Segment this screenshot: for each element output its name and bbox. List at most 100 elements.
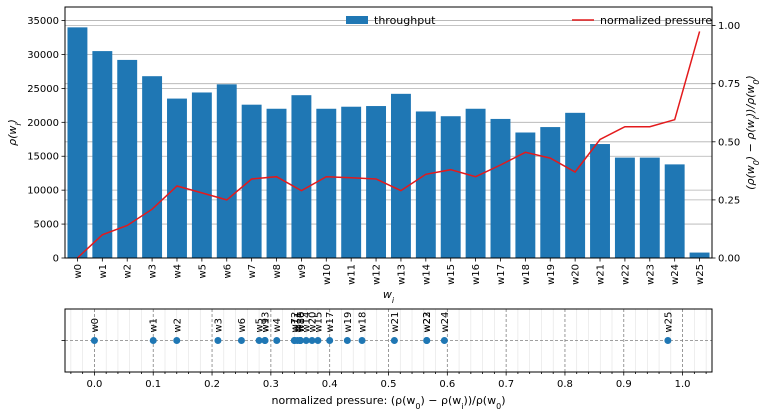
y-tick-label: 5000 xyxy=(34,220,59,231)
x-tick-label: w0 xyxy=(73,264,84,279)
x-tick-label: 1.0 xyxy=(675,379,691,390)
x-tick-label: w4 xyxy=(172,264,183,279)
x-tick-label: 0.1 xyxy=(145,379,161,390)
y-tick-label: 25000 xyxy=(27,84,59,95)
y-tick-label: 15000 xyxy=(27,152,59,163)
point-label-w21: w21 xyxy=(390,312,401,333)
point-w0 xyxy=(90,337,98,344)
point-label-w16: w16 xyxy=(296,312,307,333)
pressure-line xyxy=(76,31,701,259)
y2-tick-label: 0.75 xyxy=(718,79,740,90)
x-tick-label: w8 xyxy=(272,264,283,279)
x-tick-label: 0.7 xyxy=(498,379,514,390)
x-tick-label: w14 xyxy=(421,264,432,285)
point-w6 xyxy=(237,337,245,344)
point-label-w5: w5 xyxy=(255,318,266,333)
point-label-w17: w17 xyxy=(325,312,336,333)
point-label-w2: w2 xyxy=(172,318,183,333)
point-label-w1: w1 xyxy=(149,318,160,333)
point-w24 xyxy=(440,337,448,344)
point-w16 xyxy=(296,337,304,344)
pressure-points xyxy=(90,337,672,344)
x-tick-label: w21 xyxy=(596,264,607,285)
bar-w1 xyxy=(92,51,113,259)
x-tick-label: w24 xyxy=(670,264,681,285)
point-label-w4: w4 xyxy=(272,318,283,333)
bar-w19 xyxy=(540,127,561,259)
bar-w15 xyxy=(440,116,461,258)
bar-w24 xyxy=(664,164,685,258)
point-w15 xyxy=(314,337,322,344)
top-x-axis: w0 w1 w2 w3 w4 w5 w6 w7 w8 w9 w10 w11 w12 w13 w14 w15 w1… xyxy=(73,258,706,285)
x-tick-label: 0.3 xyxy=(263,379,279,390)
point-label-w22: w22 xyxy=(422,312,433,333)
point-w14 xyxy=(302,337,310,344)
x-tick-label: w18 xyxy=(521,264,532,285)
bar-w2 xyxy=(117,59,138,258)
y2-tick-label: 0.50 xyxy=(718,137,740,148)
x-tick-label: w9 xyxy=(297,264,308,279)
top-chart: 0 5000 10000 15000 20000 25000 30000 35000 0.00… xyxy=(6,6,761,305)
x-tick-label: w16 xyxy=(471,264,482,285)
bar-w16 xyxy=(465,108,486,258)
throughput-bars xyxy=(67,27,710,259)
legend-pressure-label: normalized pressure xyxy=(600,14,712,27)
x-tick-label: w20 xyxy=(571,264,582,285)
point-label-w6: w6 xyxy=(237,318,248,333)
bottom-x-axis-label: normalized pressure: (ρ(w0) − ρ(wi))/ρ(w… xyxy=(272,394,506,411)
point-label-w14: w14 xyxy=(302,312,313,333)
bar-w8 xyxy=(266,108,287,258)
right-y-axis: 0.00 0.25 0.50 0.75 1.00 xyxy=(712,21,740,265)
point-w23 xyxy=(423,337,431,344)
bar-w18 xyxy=(515,132,536,258)
y-tick-label: 10000 xyxy=(27,186,59,197)
bar-w22 xyxy=(614,157,635,258)
x-tick-label: 0.6 xyxy=(439,379,455,390)
point-w3 xyxy=(214,337,222,344)
bar-w3 xyxy=(142,76,163,258)
x-tick-label: w3 xyxy=(148,264,159,279)
point-label-w10: w10 xyxy=(296,312,307,333)
point-label-w13: w13 xyxy=(260,312,271,333)
bar-w6 xyxy=(216,84,237,258)
y2-tick-label: 0.25 xyxy=(718,195,740,206)
bar-w12 xyxy=(366,106,387,258)
bar-w14 xyxy=(415,111,436,258)
y-tick-label: 30000 xyxy=(27,50,59,61)
point-label-w7: w7 xyxy=(290,318,301,333)
bar-w9 xyxy=(291,95,312,259)
bar-w10 xyxy=(316,108,337,258)
pressure-line-series xyxy=(76,31,701,259)
x-tick-label: w23 xyxy=(645,264,656,285)
left-axis-label: ρ(wi) xyxy=(6,119,23,146)
x-tick-label: w25 xyxy=(695,264,706,285)
point-label-w3: w3 xyxy=(213,318,224,333)
x-tick-label: 0.9 xyxy=(616,379,632,390)
point-label-w23: w23 xyxy=(422,312,433,333)
point-label-w15: w15 xyxy=(313,312,324,333)
x-tick-label: w22 xyxy=(620,264,631,285)
point-w20 xyxy=(308,337,316,344)
x-tick-label: 0.0 xyxy=(86,379,102,390)
bar-w13 xyxy=(390,93,411,259)
x-tick-label: w1 xyxy=(98,264,109,279)
point-w19 xyxy=(343,337,351,344)
point-w21 xyxy=(390,337,398,344)
x-tick-label: w12 xyxy=(372,264,383,285)
x-tick-label: 0.2 xyxy=(204,379,220,390)
x-tick-label: w13 xyxy=(396,264,407,285)
point-w17 xyxy=(326,337,334,344)
y2-tick-label: 0.00 xyxy=(718,254,740,265)
x-axis-label: wi xyxy=(383,288,395,305)
point-w4 xyxy=(273,337,281,344)
bar-w11 xyxy=(341,106,362,258)
x-tick-label: w2 xyxy=(123,264,134,279)
bar-w17 xyxy=(490,118,511,258)
bar-w7 xyxy=(241,104,262,258)
bar-w23 xyxy=(639,157,660,258)
x-tick-label: w5 xyxy=(197,264,208,279)
point-w2 xyxy=(173,337,181,344)
